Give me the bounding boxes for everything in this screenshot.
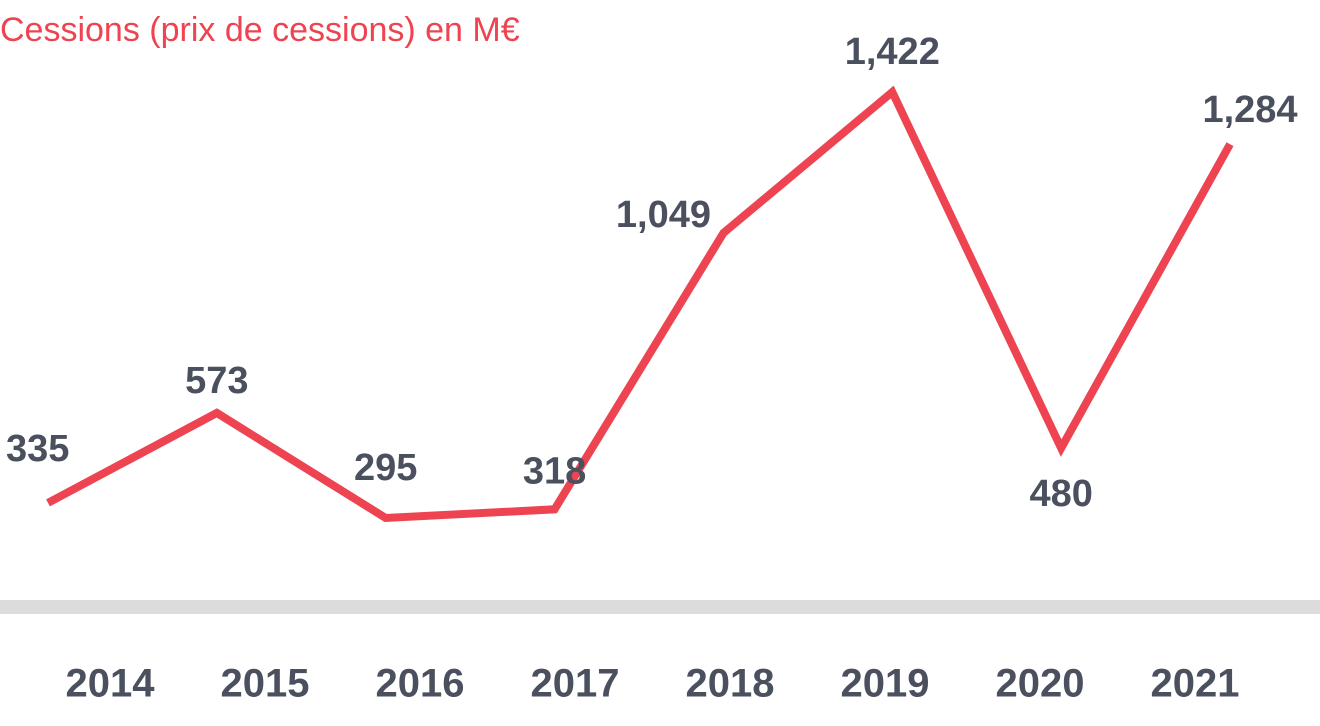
value-label: 1,284 [1202, 89, 1297, 131]
value-label: 318 [523, 450, 586, 492]
value-label: 295 [354, 447, 417, 489]
x-tick-label: 2016 [376, 662, 465, 706]
value-label: 480 [1029, 473, 1092, 515]
value-label: 1,422 [845, 31, 940, 73]
value-label: 335 [6, 428, 69, 470]
x-tick-label: 2020 [996, 662, 1085, 706]
chart-title: Cessions (prix de cessions) en M€ [0, 11, 520, 49]
value-label: 1,049 [616, 194, 711, 236]
baseline-band [0, 600, 1320, 614]
x-tick-label: 2021 [1151, 662, 1240, 706]
x-tick-label: 2019 [841, 662, 930, 706]
x-tick-label: 2017 [531, 662, 620, 706]
line [46, 85, 1234, 523]
x-tick-label: 2018 [686, 662, 775, 706]
value-label: 573 [185, 360, 248, 402]
x-tick-label: 2015 [221, 662, 310, 706]
x-tick-label: 2014 [66, 662, 156, 706]
